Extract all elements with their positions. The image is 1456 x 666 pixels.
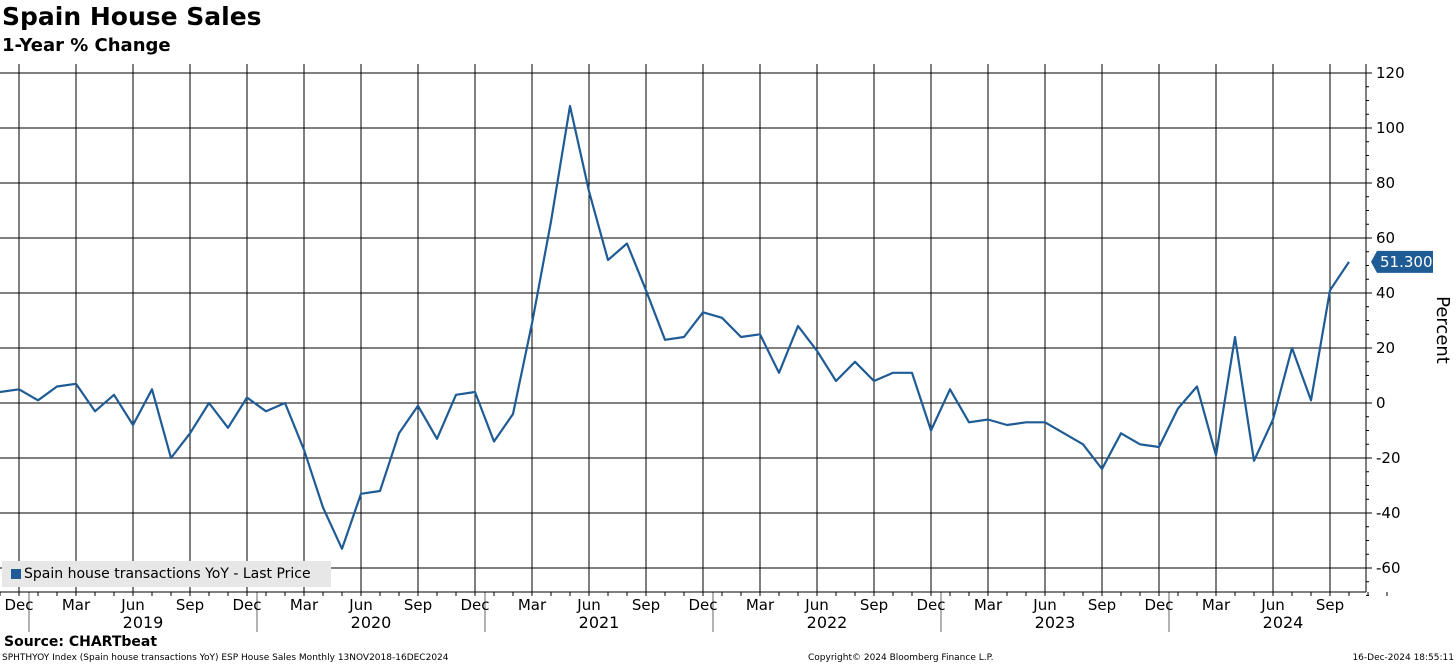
x-tick-label: Dec — [232, 596, 261, 614]
year-label: 2019 — [123, 613, 164, 632]
series-layer — [0, 104, 1350, 550]
year-label: 2022 — [807, 613, 848, 632]
chart-subtitle: 1-Year % Change — [2, 35, 171, 56]
x-tick-label: Sep — [176, 596, 204, 614]
footer-description: SPHTHYOY Index (Spain house transactions… — [2, 653, 449, 663]
x-tick-label: Mar — [62, 596, 91, 614]
legend-label: Spain house transactions YoY - Last Pric… — [24, 566, 311, 582]
x-tick-label: Mar — [974, 596, 1003, 614]
legend-swatch — [11, 569, 21, 579]
x-tick-label: Mar — [1202, 596, 1231, 614]
y-tick-label: 0 — [1376, 394, 1386, 412]
x-tick-label: Sep — [404, 596, 432, 614]
y-tick-label: 80 — [1376, 174, 1395, 192]
x-tick-label: Jun — [348, 596, 372, 614]
footer-timestamp: 16-Dec-2024 18:55:11 — [1352, 653, 1454, 663]
x-tick-label: Dec — [688, 596, 717, 614]
x-tick-label: Sep — [632, 596, 660, 614]
x-tick-label: Jun — [120, 596, 144, 614]
y-axis-label: Percent — [1432, 296, 1453, 364]
y-tick-label: 20 — [1376, 339, 1395, 357]
x-tick-label: Dec — [916, 596, 945, 614]
x-tick-label: Mar — [746, 596, 775, 614]
x-tick-label: Mar — [290, 596, 319, 614]
axis-layer: 120 100 80 60 40 20 0 -20 -40 -60 Dec Mar Jun Sep Dec M… — [0, 64, 1453, 632]
series-line — [0, 104, 1350, 550]
last-value-badge — [1371, 250, 1433, 273]
year-label: 2021 — [579, 613, 620, 632]
y-tick-label: 60 — [1376, 229, 1395, 247]
year-label: 2024 — [1263, 613, 1304, 632]
year-label: 2020 — [351, 613, 392, 632]
x-tick-label: Jun — [1260, 596, 1284, 614]
x-tick-label: Jun — [804, 596, 828, 614]
x-tick-label: Sep — [1088, 596, 1116, 614]
y-tick-label: -40 — [1376, 504, 1401, 522]
x-tick-label: Dec — [1144, 596, 1173, 614]
chart-title: Spain House Sales — [2, 2, 262, 31]
y-tick-label: -20 — [1376, 449, 1401, 467]
source-note: Source: CHARTbeat — [4, 634, 158, 650]
x-tick-label: Mar — [518, 596, 547, 614]
y-tick-label: 100 — [1376, 119, 1405, 137]
y-tick-label: 120 — [1376, 64, 1405, 82]
x-tick-label: Sep — [1316, 596, 1344, 614]
grid-layer — [0, 64, 1366, 592]
x-tick-label: Dec — [4, 596, 33, 614]
x-tick-label: Sep — [860, 596, 888, 614]
footer-copyright: Copyright© 2024 Bloomberg Finance L.P. — [808, 653, 994, 663]
y-tick-label: 40 — [1376, 284, 1395, 302]
x-tick-label: Jun — [1032, 596, 1056, 614]
last-value-label: 51.300 — [1380, 253, 1433, 271]
x-tick-label: Dec — [460, 596, 489, 614]
y-tick-label: -60 — [1376, 559, 1401, 577]
x-tick-label: Jun — [576, 596, 600, 614]
legend: Spain house transactions YoY - Last Pric… — [2, 561, 331, 587]
year-label: 2023 — [1035, 613, 1076, 632]
